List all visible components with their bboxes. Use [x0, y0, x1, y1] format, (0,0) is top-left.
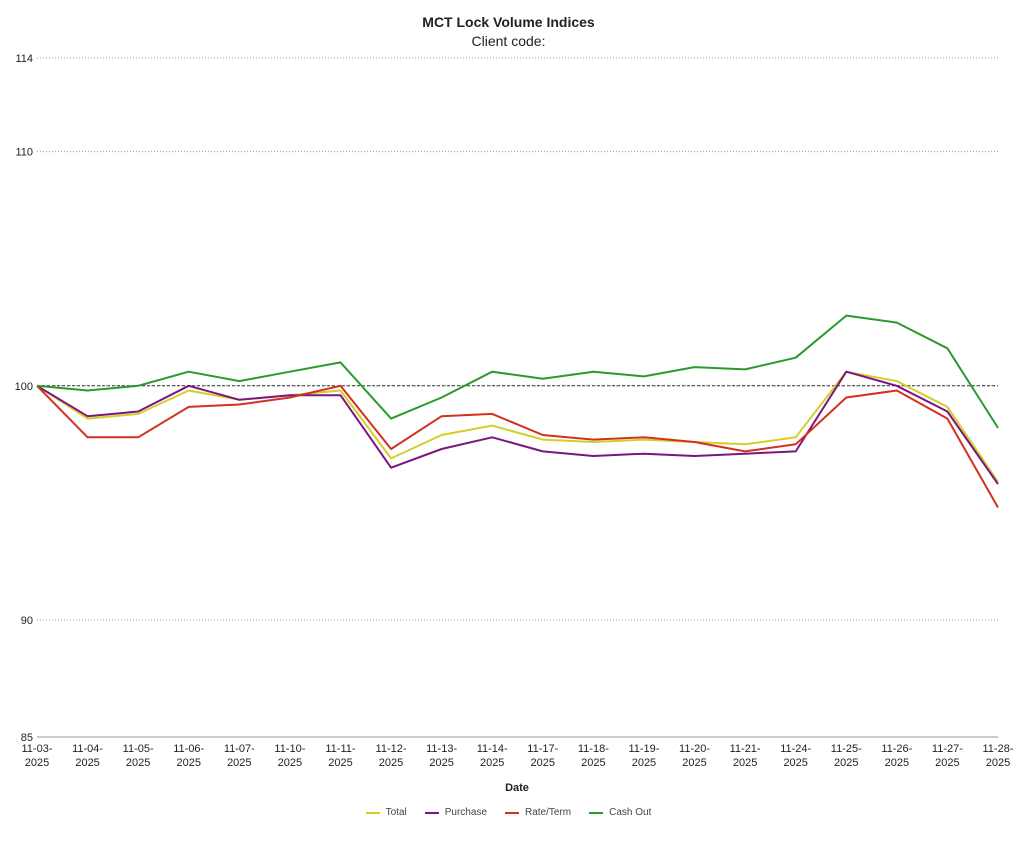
x-axis-label: Date: [505, 782, 529, 794]
x-tick-label: 11-12-2025: [376, 743, 407, 769]
legend-label: Rate/Term: [525, 807, 572, 818]
x-tick-label: 11-14-2025: [477, 743, 508, 769]
y-tick-label: 100: [15, 381, 33, 393]
x-tick-label: 11-10-2025: [274, 743, 305, 769]
x-tick-label: 11-28-2025: [983, 743, 1014, 769]
legend-swatch: [589, 811, 604, 814]
legend-item[interactable]: Cash Out: [589, 807, 651, 818]
x-tick-label: 11-21-2025: [730, 743, 761, 769]
x-tick-label: 11-19-2025: [628, 743, 659, 769]
legend-swatch: [365, 811, 380, 814]
x-tick-label: 11-17-2025: [527, 743, 558, 769]
y-tick-label: 90: [21, 615, 33, 627]
x-tick-label: 11-05-2025: [123, 743, 154, 769]
series-line-cash-out: [36, 314, 999, 429]
axis-layer: 85 90 100 110 114 11-03-2025 11-04-2025 11-05-2…: [15, 53, 1014, 769]
legend-item[interactable]: Total: [365, 807, 407, 818]
x-tick-label: 11-18-2025: [578, 743, 609, 769]
x-tick-label: 11-20-2025: [679, 743, 710, 769]
x-tick-label: 11-25-2025: [831, 743, 862, 769]
x-tick-label: 11-27-2025: [932, 743, 963, 769]
x-tick-label: 11-13-2025: [426, 743, 457, 769]
grid-layer: [37, 57, 998, 621]
chart-title: MCT Lock Volume Indices: [422, 14, 595, 30]
legend-label: Total: [385, 807, 407, 818]
y-tick-label: 114: [15, 53, 33, 65]
x-tick-label: 11-06-2025: [173, 743, 204, 769]
legend-label: Purchase: [444, 807, 487, 818]
x-tick-label: 11-26-2025: [881, 743, 912, 769]
x-tick-label: 11-24-2025: [780, 743, 811, 769]
x-tick-label: 11-07-2025: [224, 743, 255, 769]
legend-swatch: [505, 811, 519, 814]
series-line-total: [36, 370, 999, 483]
x-tick-label: 11-03-2025: [22, 743, 53, 769]
x-tick-label: 11-11-2025: [325, 743, 356, 769]
legend-label: Cash Out: [609, 807, 652, 818]
legend-item[interactable]: Rate/Term: [505, 807, 571, 818]
legend: Total Purchase Rate/Term Cash Out: [0, 807, 1017, 818]
series-line-purchase: [36, 370, 999, 485]
series-line-rate-term: [36, 384, 999, 508]
y-tick-label: 85: [21, 732, 33, 744]
chart-subtitle: Client code:: [471, 33, 546, 49]
legend-swatch: [424, 811, 439, 814]
x-tick-label: 11-04-2025: [72, 743, 103, 769]
legend-item[interactable]: Purchase: [424, 807, 487, 818]
y-tick-label: 110: [15, 147, 33, 159]
series-layer: [36, 314, 999, 508]
